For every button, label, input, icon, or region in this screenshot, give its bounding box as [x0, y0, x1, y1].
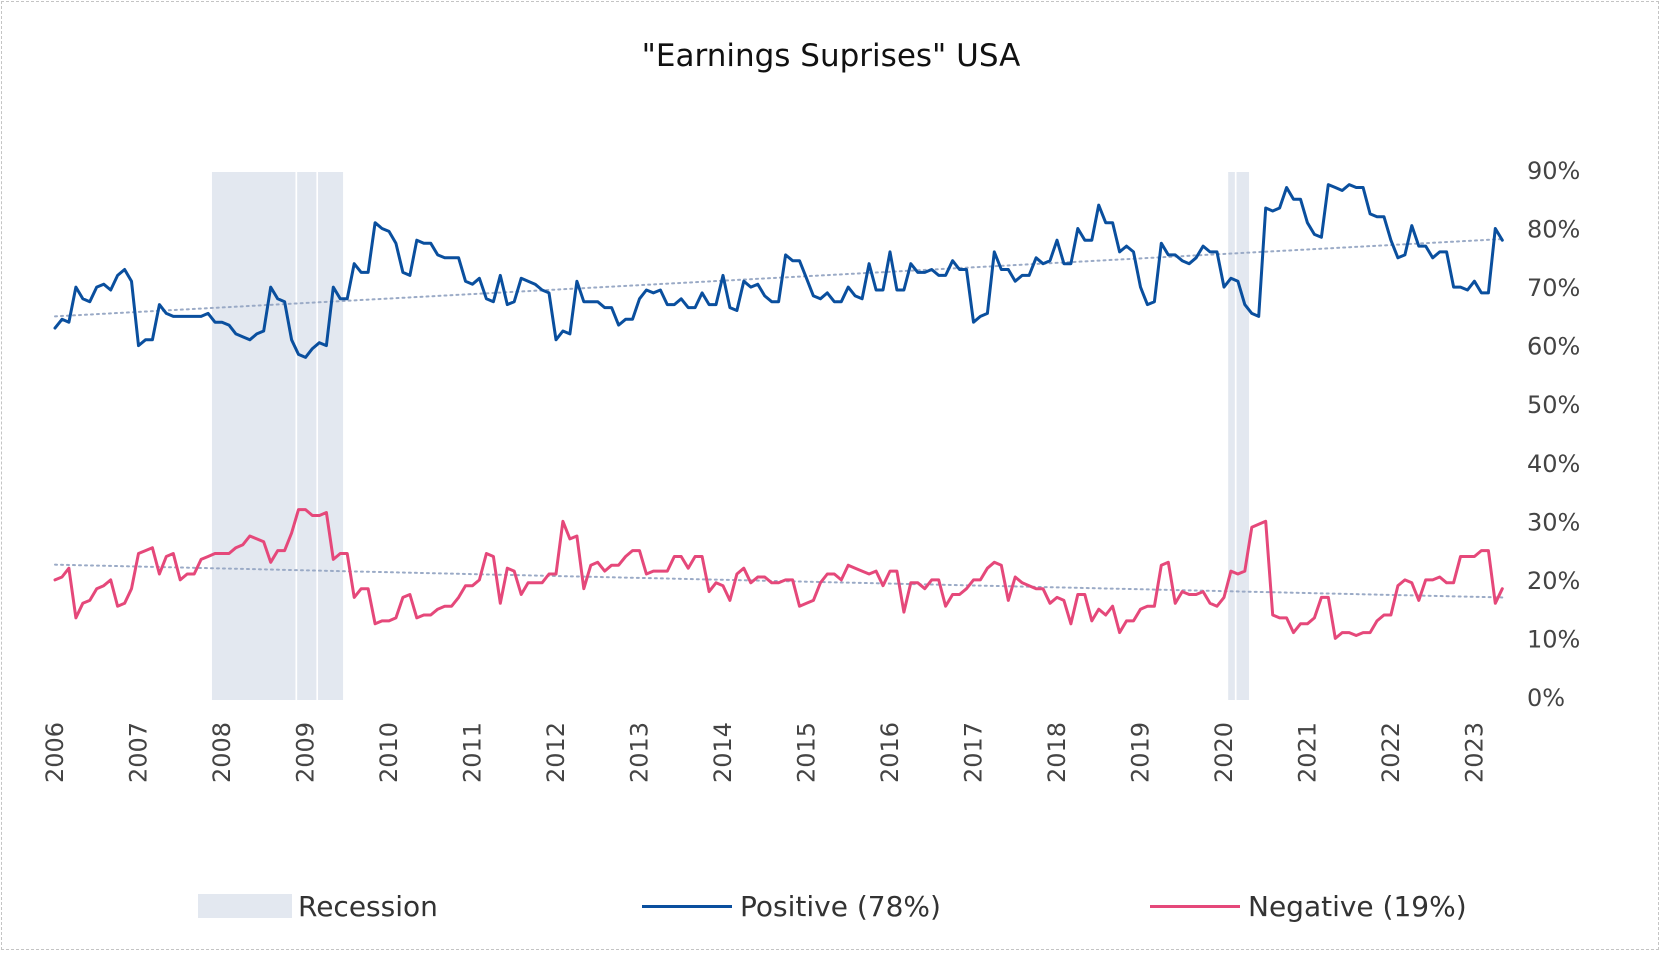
- legend-item-positive: Positive (78%): [642, 884, 941, 928]
- y-tick-label: 20%: [1527, 567, 1580, 595]
- y-tick-label: 30%: [1527, 508, 1580, 536]
- y-tick-label: 0%: [1527, 684, 1565, 712]
- recession-band: [297, 172, 317, 700]
- recession-band: [1228, 172, 1235, 700]
- y-tick-label: 50%: [1527, 391, 1580, 419]
- y-tick-label: 10%: [1527, 625, 1580, 653]
- x-tick-label: 2020: [1210, 722, 1238, 783]
- y-tick-label: 90%: [1527, 157, 1580, 185]
- x-tick-label: 2022: [1377, 722, 1405, 783]
- legend: Recession Positive (78%) Negative (19%): [0, 884, 1662, 928]
- x-tick-label: 2019: [1127, 722, 1155, 783]
- recession-band: [1236, 172, 1250, 700]
- legend-label-negative: Negative (19%): [1248, 889, 1467, 923]
- x-tick-label: 2010: [375, 722, 403, 783]
- x-tick-label: 2014: [709, 722, 737, 783]
- x-tick-label: 2009: [292, 722, 320, 783]
- x-tick-label: 2016: [876, 722, 904, 783]
- recession-band: [211, 172, 296, 700]
- y-tick-label: 60%: [1527, 333, 1580, 361]
- y-tick-label: 80%: [1527, 216, 1580, 244]
- series-line-negative: [53, 508, 1504, 640]
- x-tick-label: 2013: [626, 722, 654, 783]
- trend-lines: [54, 238, 1504, 599]
- x-tick-label: 2015: [793, 722, 821, 783]
- y-axis-ticks: 0% 10% 20% 30% 40% 50% 60% 70% 80% 90%: [1527, 157, 1580, 712]
- x-tick-label: 2011: [459, 722, 487, 783]
- legend-label-positive: Positive (78%): [740, 889, 941, 923]
- chart-title: "Earnings Suprises" USA: [641, 38, 1021, 74]
- x-tick-label: 2012: [542, 722, 570, 783]
- series-line-positive: [53, 183, 1504, 359]
- series-lines: [53, 183, 1504, 640]
- x-tick-label: 2023: [1461, 722, 1489, 783]
- y-tick-label: 70%: [1527, 274, 1580, 302]
- recession-band: [318, 172, 344, 700]
- legend-item-recession: Recession: [198, 884, 438, 928]
- y-tick-label: 40%: [1527, 450, 1580, 478]
- x-axis-ticks: 2006 2007 2008 2009 2010 2011 2012 2013 2014 2015…: [41, 722, 1489, 783]
- x-tick-label: 2008: [208, 722, 236, 783]
- x-tick-label: 2018: [1043, 722, 1071, 783]
- trend-line-positive: [54, 238, 1504, 318]
- chart-plot: 0%10%20%30%40%50%60%70%80%90% 2006 2007 20…: [41, 157, 1580, 783]
- trend-line-negative: [54, 563, 1504, 599]
- x-tick-label: 2017: [960, 722, 988, 783]
- x-tick-label: 2006: [41, 722, 69, 783]
- x-tick-label: 2021: [1294, 722, 1322, 783]
- legend-swatch-recession: [198, 894, 292, 918]
- legend-item-negative: Negative (19%): [1150, 884, 1467, 928]
- legend-swatch-positive: [642, 904, 732, 908]
- legend-swatch-negative: [1150, 904, 1240, 908]
- legend-label-recession: Recession: [298, 889, 438, 923]
- x-tick-label: 2007: [125, 722, 153, 783]
